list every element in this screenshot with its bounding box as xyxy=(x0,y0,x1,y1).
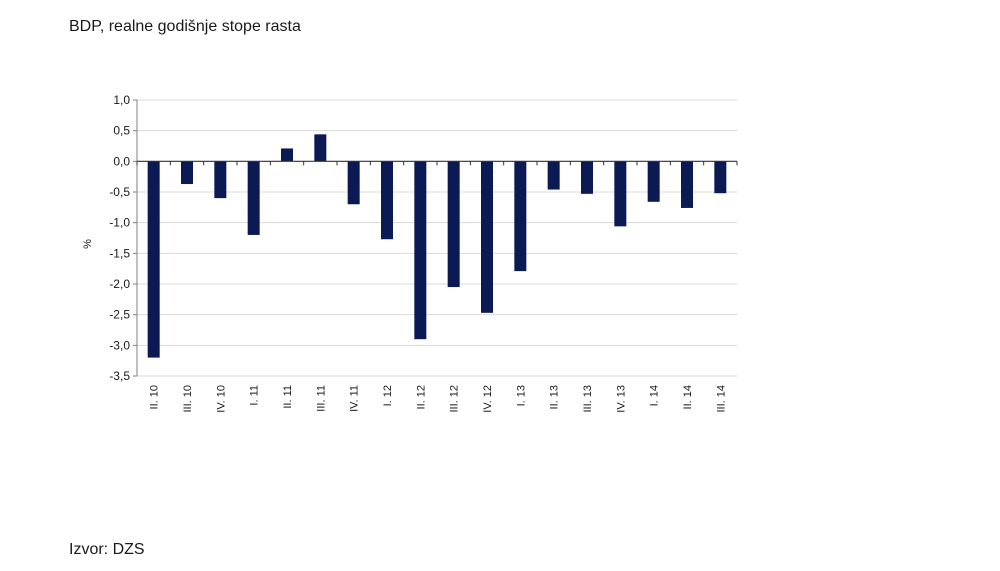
y-tick-label: -1,5 xyxy=(109,246,130,260)
x-tick-label: II. 11 xyxy=(282,385,294,409)
bar xyxy=(281,148,293,162)
y-axis-label: % xyxy=(82,239,94,249)
y-tick-label: -2,5 xyxy=(109,308,130,322)
x-tick-label: III. 13 xyxy=(582,385,594,413)
axes xyxy=(133,99,738,377)
y-tick-label: 0,0 xyxy=(113,154,130,168)
bar xyxy=(181,161,193,185)
y-tick-label: -3,5 xyxy=(109,369,130,383)
chart-title: BDP, realne godišnje stope rasta xyxy=(69,18,301,35)
bar xyxy=(347,161,360,205)
x-tick-label: I. 11 xyxy=(249,385,261,406)
x-tick-label: III. 11 xyxy=(315,385,327,412)
bar xyxy=(614,161,627,227)
y-tick-labels: 1,0 0,5 0,0 -0,5 -1,0 -1,5 -2,0 -2,5 -3,0 -3,5 xyxy=(109,93,130,383)
bar xyxy=(547,161,560,190)
x-tick-label: III. 12 xyxy=(449,385,461,413)
x-tick-label: IV. 13 xyxy=(615,385,627,413)
x-tick-label: IV. 10 xyxy=(215,385,227,413)
x-tick-label: IV. 11 xyxy=(349,385,361,412)
source-note: Izvor: DZS xyxy=(69,541,145,558)
bar xyxy=(514,161,527,272)
bar xyxy=(647,161,660,202)
bar xyxy=(147,161,160,358)
x-tick-label: II. 14 xyxy=(682,385,694,409)
x-tick-label: II. 12 xyxy=(415,385,427,409)
x-tick-label: IV. 12 xyxy=(482,385,494,413)
bar xyxy=(481,161,493,313)
y-tick-label: -3,0 xyxy=(109,338,130,352)
y-tick-label: -0,5 xyxy=(109,185,130,199)
bar xyxy=(581,161,593,194)
x-tick-label: I. 14 xyxy=(649,385,661,406)
x-tick-label: I. 13 xyxy=(515,385,527,406)
y-tick-label: 0,5 xyxy=(113,124,130,138)
bar xyxy=(214,161,227,199)
bar xyxy=(447,161,460,288)
x-tick-label: II. 10 xyxy=(149,385,161,409)
bar xyxy=(714,161,727,194)
bar xyxy=(381,161,393,240)
x-tick-label: II. 13 xyxy=(549,385,561,409)
bar xyxy=(314,134,327,162)
y-tick-label: -1,0 xyxy=(109,216,130,230)
bar xyxy=(247,161,260,235)
y-tick-label: -2,0 xyxy=(109,277,130,291)
bars xyxy=(147,134,727,358)
bar xyxy=(681,161,693,208)
x-tick-label: I. 12 xyxy=(382,385,394,406)
y-tick-label: 1,0 xyxy=(113,93,130,107)
bar xyxy=(414,161,427,340)
x-tick-label: III. 10 xyxy=(182,385,194,413)
x-tick-label: III. 14 xyxy=(715,385,727,413)
x-tick-labels: II. 10 III. 10 IV. 10 I. 11 II. 11 III. 11 IV.… xyxy=(149,385,728,413)
gridlines xyxy=(137,99,737,377)
